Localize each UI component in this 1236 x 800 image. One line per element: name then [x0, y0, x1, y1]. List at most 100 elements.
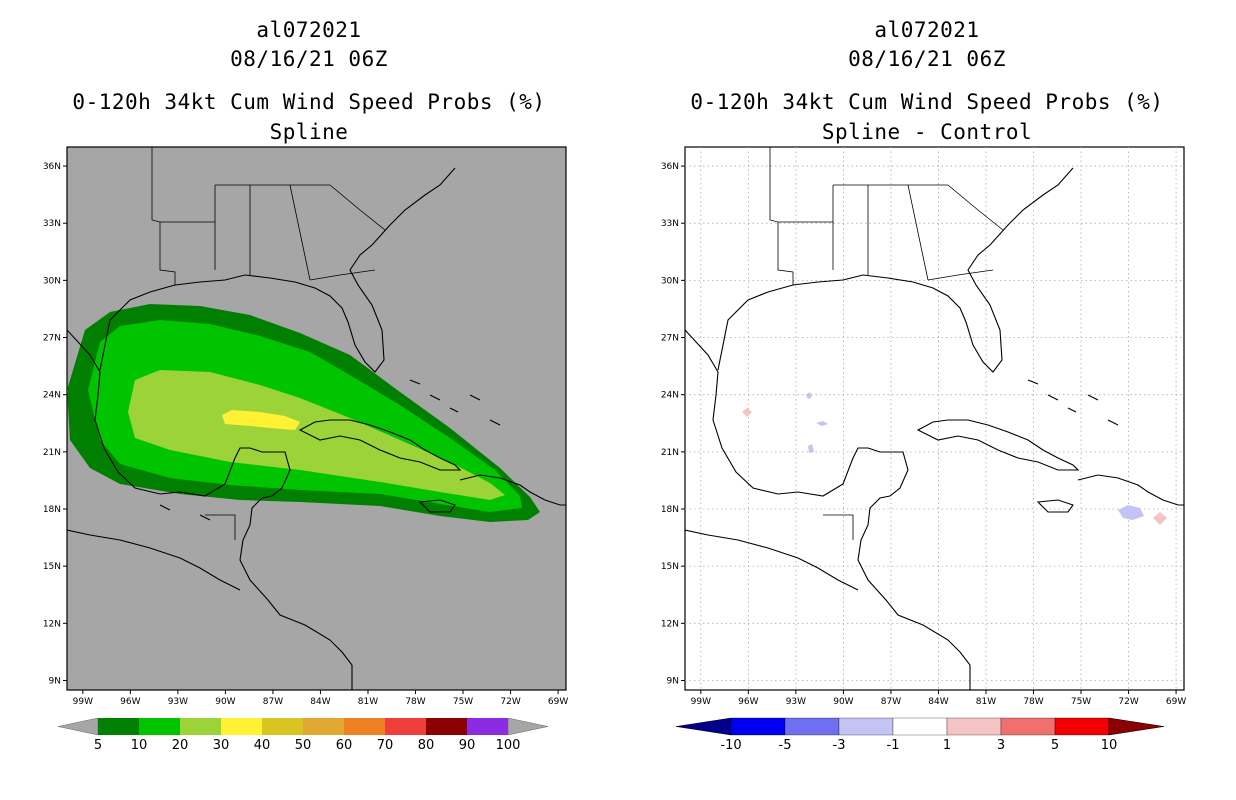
- left-map-panel: al072021 08/16/21 06Z 0-120h 34kt Cum Wi…: [43, 18, 569, 753]
- lat-tick-labels: 36N 33N 30N 27N 24N 21N 18N 15N 12N 9N: [661, 162, 685, 686]
- diff-blob-negative: [806, 392, 812, 399]
- lat-tick-label: 18N: [661, 505, 679, 515]
- lat-tick-label: 15N: [661, 562, 679, 572]
- colorbar-segment: [98, 718, 139, 735]
- colorbar-segment: [1054, 717, 1110, 736]
- state-borders: [151, 147, 386, 540]
- colorbar-segment: [303, 718, 344, 735]
- lon-tick-label: 81W: [358, 697, 378, 707]
- colorbar-segment: [139, 718, 180, 735]
- colorbar-label: -5: [779, 738, 792, 753]
- prob-zone-20: [128, 370, 505, 500]
- lon-tick-label: 96W: [120, 697, 140, 707]
- map-frame: [684, 146, 1185, 691]
- lon-tick-label: 87W: [263, 697, 283, 707]
- colorbar-segment: [262, 718, 303, 735]
- colorbar-segment: [838, 717, 894, 736]
- colorbar-label: 3: [997, 738, 1005, 753]
- colorbar-end-triangle: [507, 717, 549, 736]
- grid-lines: [685, 147, 1184, 690]
- lon-tick-label: 72W: [1118, 697, 1138, 707]
- colorbar-segment: [221, 718, 262, 735]
- lon-tick-labels: 99W 96W 93W 90W 87W 84W 81W 78W 75W 72W 69W: [691, 690, 1186, 707]
- prob-zone-30: [222, 410, 300, 430]
- colorbar-label: 30: [213, 738, 230, 753]
- colorbar-label: 60: [336, 738, 353, 753]
- colorbar-segment: [467, 718, 508, 735]
- colorbar-label: 5: [1051, 738, 1059, 753]
- lat-tick-label: 33N: [661, 219, 679, 229]
- colorbar-label: -10: [720, 738, 741, 753]
- lat-tick-label: 18N: [43, 505, 61, 515]
- colorbar-label: 1: [943, 738, 951, 753]
- lat-tick-label: 24N: [661, 391, 679, 401]
- lat-tick-label: 33N: [43, 219, 61, 229]
- right-map-panel: al072021 08/16/21 06Z 0-120h 34kt Cum Wi…: [618, 0, 1236, 800]
- lat-tick-label: 36N: [661, 162, 679, 172]
- colorbar-segment: [344, 718, 385, 735]
- lon-tick-label: 87W: [881, 697, 901, 707]
- state-borders: [769, 147, 1004, 540]
- lon-tick-label: 93W: [168, 697, 188, 707]
- lon-tick-label: 69W: [548, 697, 568, 707]
- colorbar-segment: [946, 717, 1002, 736]
- lon-tick-label: 69W: [1166, 697, 1186, 707]
- colorbar-end-triangle: [1108, 717, 1165, 736]
- lon-tick-labels: 99W 96W 93W 90W 87W 84W 81W 78W 75W 72W 69W: [73, 690, 568, 707]
- colorbar-label: 90: [459, 738, 476, 753]
- datetime: 08/16/21 06Z: [230, 47, 388, 71]
- colorbar-label: 70: [377, 738, 394, 753]
- lat-tick-label: 27N: [43, 334, 61, 344]
- storm-id: al072021: [256, 18, 362, 42]
- datetime: 08/16/21 06Z: [848, 47, 1006, 71]
- lat-tick-label: 21N: [43, 448, 61, 458]
- lat-tick-label: 30N: [661, 276, 679, 286]
- lat-tick-label: 9N: [667, 676, 679, 686]
- lon-tick-label: 81W: [976, 697, 996, 707]
- lon-tick-label: 96W: [738, 697, 758, 707]
- colorbar-label: 100: [496, 738, 521, 753]
- colorbar-start-triangle: [675, 717, 732, 736]
- product-title: 0-120h 34kt Cum Wind Speed Probs (%): [72, 90, 546, 114]
- colorbar-segment: [426, 718, 467, 735]
- lat-tick-label: 36N: [43, 162, 61, 172]
- colorbar-label: 10: [1101, 738, 1118, 753]
- colorbar-label: -3: [833, 738, 846, 753]
- lat-tick-label: 15N: [43, 562, 61, 572]
- lat-tick-label: 9N: [49, 676, 61, 686]
- colorbar-segment: [1000, 717, 1056, 736]
- storm-id: al072021: [874, 18, 980, 42]
- left-colorbar: 5 10 20 30 40 50 60 70 80 90 100: [57, 717, 549, 753]
- colorbar-end-triangle: [57, 717, 99, 736]
- lon-tick-label: 90W: [833, 697, 853, 707]
- coastline-layer: [67, 167, 566, 690]
- lon-tick-label: 84W: [928, 697, 948, 707]
- lat-tick-label: 30N: [43, 276, 61, 286]
- colorbar-segment: [730, 717, 786, 736]
- lat-tick-label: 27N: [661, 334, 679, 344]
- coastline-layer: [685, 167, 1184, 690]
- diff-blob-positive: [1153, 512, 1167, 525]
- colorbar-label: 10: [131, 738, 148, 753]
- colorbar-segment: [385, 718, 426, 735]
- diff-blob-negative: [808, 444, 814, 453]
- product-title: 0-120h 34kt Cum Wind Speed Probs (%): [690, 90, 1164, 114]
- panel-subtitle: Spline: [269, 120, 349, 144]
- colorbar-label: 50: [295, 738, 312, 753]
- lat-tick-label: 24N: [43, 391, 61, 401]
- lon-tick-label: 90W: [215, 697, 235, 707]
- colorbar-segment: [784, 717, 840, 736]
- lat-tick-labels: 36N 33N 30N 27N 24N 21N 18N 15N 12N 9N: [43, 162, 67, 686]
- lon-tick-label: 99W: [73, 697, 93, 707]
- lat-tick-label: 21N: [661, 448, 679, 458]
- lon-tick-label: 78W: [405, 697, 425, 707]
- lon-tick-label: 75W: [1071, 697, 1091, 707]
- right-colorbar: -10 -5 -3 -1 1 3 5 10: [675, 717, 1165, 753]
- colorbar-segment: [892, 717, 948, 736]
- colorbar-label: -1: [887, 738, 900, 753]
- difference-blobs: [742, 392, 1167, 525]
- lon-tick-label: 99W: [691, 697, 711, 707]
- diff-blob-positive: [742, 408, 752, 417]
